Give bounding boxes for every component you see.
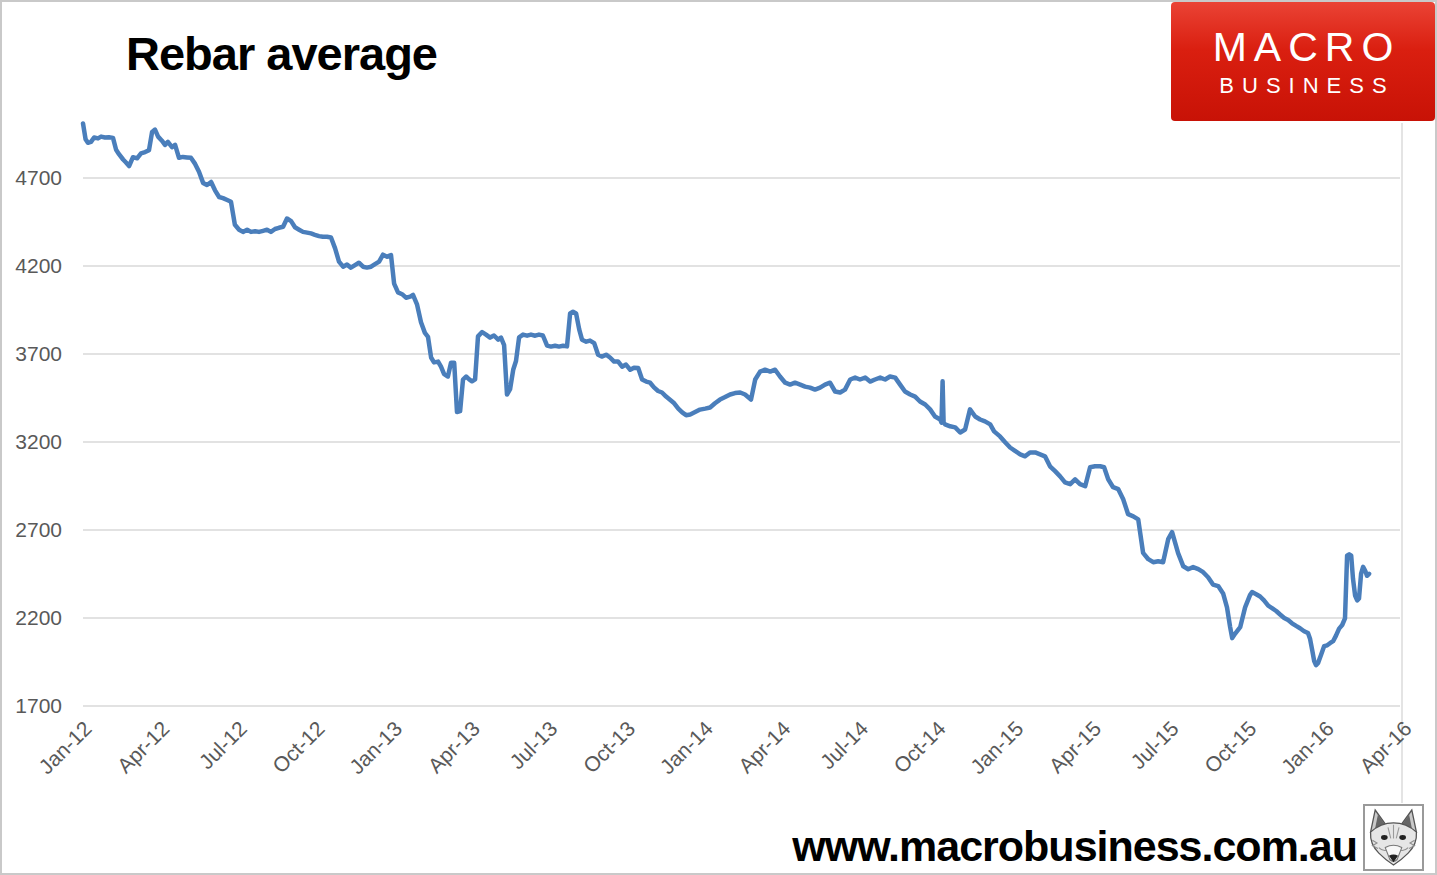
x-tick-label: Jul-12	[194, 717, 251, 774]
y-tick-label: 2700	[15, 518, 62, 541]
y-tick-label: 2200	[15, 606, 62, 629]
x-tick-label: Jul-15	[1126, 717, 1183, 774]
y-tick-label: 3200	[15, 430, 62, 453]
rebar-line-chart: 1700 2200 2700 3200 3700 4200 4700 Jan-12 Apr-12…	[0, 0, 1437, 875]
x-tick-label: Apr-14	[734, 716, 795, 777]
series-line	[83, 123, 1369, 665]
x-tick-label: Oct-14	[889, 716, 950, 777]
x-tick-label: Jul-13	[505, 717, 562, 774]
x-tick-label: Jul-14	[816, 716, 873, 773]
x-tick-label: Jan-14	[655, 716, 717, 778]
y-tick-label: 3700	[15, 342, 62, 365]
website-url: www.macrobusiness.com.au	[792, 822, 1357, 871]
x-tick-label: Apr-16	[1355, 717, 1416, 778]
x-tick-label: Jan-16	[1277, 717, 1339, 779]
logo-text-macro: MACRO	[1206, 27, 1401, 68]
logo-text-business: BUSINESS	[1211, 75, 1394, 97]
x-tick-label: Oct-13	[579, 717, 640, 778]
fox-stamp	[1363, 804, 1424, 871]
x-tick-label: Apr-15	[1044, 717, 1105, 778]
chart-title: Rebar average	[126, 26, 437, 81]
x-tick-label: Apr-13	[423, 717, 484, 778]
x-tick-label: Jan-15	[966, 717, 1028, 779]
y-tick-label: 4700	[15, 166, 62, 189]
macrobusiness-logo: MACRO BUSINESS	[1171, 2, 1435, 121]
x-tick-label: Jan-12	[34, 717, 96, 779]
x-tick-label: Oct-15	[1200, 717, 1261, 778]
y-tick-label: 4200	[15, 254, 62, 277]
fox-icon	[1366, 807, 1421, 868]
x-tick-label: Oct-12	[268, 717, 329, 778]
x-tick-label: Apr-12	[113, 717, 174, 778]
y-tick-label: 1700	[15, 694, 62, 717]
x-tick-label: Jan-13	[345, 717, 407, 779]
chart-canvas: 1700 2200 2700 3200 3700 4200 4700 Jan-12 Apr-12…	[0, 0, 1437, 875]
